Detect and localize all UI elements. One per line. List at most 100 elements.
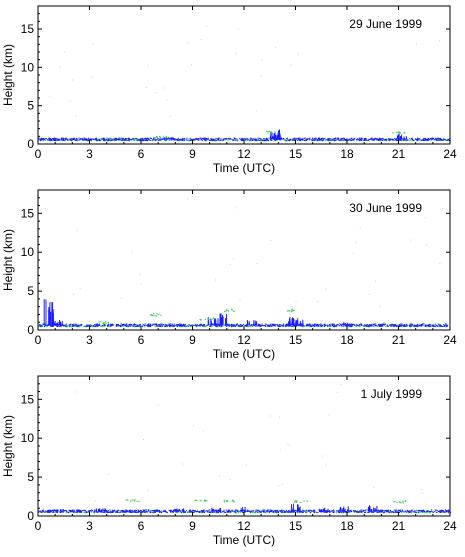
green-return: [251, 138, 254, 140]
blue-return: [322, 139, 325, 141]
blue-return: [60, 138, 63, 140]
noise-speck: [156, 92, 158, 94]
blue-return: [356, 323, 358, 325]
green-feature: [403, 132, 406, 134]
blue-return: [301, 324, 303, 326]
blue-return: [109, 324, 111, 326]
blue-return: [388, 139, 390, 141]
blue-return: [78, 509, 80, 511]
blue-return: [39, 139, 41, 141]
blue-return: [423, 140, 425, 141]
blue-return: [104, 511, 106, 513]
blue-return: [38, 138, 40, 140]
blue-return: [109, 511, 112, 513]
blue-return: [381, 509, 383, 511]
blue-return: [86, 140, 88, 142]
green-return: [196, 511, 198, 513]
green-return: [101, 326, 103, 328]
blue-return: [378, 139, 380, 141]
blue-return: [88, 139, 90, 141]
blue-return: [270, 511, 272, 512]
blue-return: [148, 510, 150, 512]
blue-return: [53, 510, 55, 512]
noise-speck: [235, 53, 237, 55]
blue-return: [299, 137, 301, 139]
blue-return: [139, 511, 141, 513]
blue-return: [208, 511, 210, 513]
blue-return: [141, 139, 143, 141]
blue-return: [356, 511, 358, 513]
green-feature: [399, 502, 401, 503]
green-feature: [103, 322, 105, 324]
blue-return: [168, 138, 171, 139]
blue-return: [328, 139, 330, 141]
blue-return: [95, 137, 97, 139]
blue-return: [165, 139, 167, 141]
blue-return: [169, 325, 171, 327]
blue-return: [394, 511, 396, 513]
blue-return: [81, 510, 83, 512]
green-return: [102, 139, 104, 141]
green-feature: [233, 501, 235, 503]
blue-return: [294, 137, 296, 139]
blue-return: [74, 138, 76, 140]
green-return: [68, 139, 70, 141]
green-feature: [274, 131, 276, 133]
green-return: [148, 510, 151, 512]
blue-return: [328, 140, 330, 142]
noise-speck: [377, 16, 379, 18]
blue-return: [305, 509, 307, 511]
blue-return: [254, 138, 256, 140]
green-return: [321, 324, 323, 326]
blue-return: [298, 139, 301, 141]
blue-return: [272, 512, 274, 514]
green-return: [212, 324, 214, 326]
blue-return: [88, 510, 91, 512]
blue-return: [85, 137, 87, 139]
blue-return: [296, 511, 298, 513]
blue-return: [421, 139, 423, 141]
blue-return: [274, 325, 276, 327]
blue-return: [334, 139, 336, 141]
blue-return: [411, 510, 413, 512]
blue-return: [291, 326, 293, 327]
blue-return: [191, 511, 193, 513]
blue-return: [152, 324, 154, 325]
blue-return: [79, 511, 81, 513]
green-return: [431, 325, 434, 327]
y-tick-label: 10: [21, 60, 35, 74]
blue-return: [173, 323, 175, 325]
blue-return: [134, 511, 136, 513]
green-return: [105, 511, 107, 513]
blue-return: [194, 139, 196, 141]
blue-return: [150, 510, 152, 512]
blue-return: [133, 325, 135, 327]
noise-speck: [71, 79, 73, 81]
green-feature: [212, 318, 215, 320]
blue-return: [142, 138, 144, 140]
blue-return: [79, 511, 81, 513]
blue-return: [216, 512, 218, 514]
blue-return: [423, 139, 425, 141]
blue-return: [290, 511, 292, 513]
blue-return: [266, 138, 268, 140]
blue-return: [47, 510, 49, 512]
green-feature: [150, 315, 152, 317]
green-return: [83, 139, 85, 141]
blue-return: [112, 323, 114, 325]
blue-return: [41, 138, 43, 140]
green-return: [370, 326, 372, 327]
green-return: [68, 326, 70, 328]
noise-speck: [76, 391, 78, 393]
blue-return: [286, 140, 288, 142]
blue-return: [148, 325, 150, 327]
noise-speck: [328, 414, 330, 416]
blue-return: [112, 509, 114, 511]
green-feature: [200, 319, 203, 321]
blue-return: [202, 325, 204, 327]
blue-return: [229, 324, 231, 326]
blue-return: [372, 324, 375, 325]
blue-return: [48, 511, 50, 513]
blue-return: [178, 139, 180, 141]
blue-return: [420, 139, 422, 141]
